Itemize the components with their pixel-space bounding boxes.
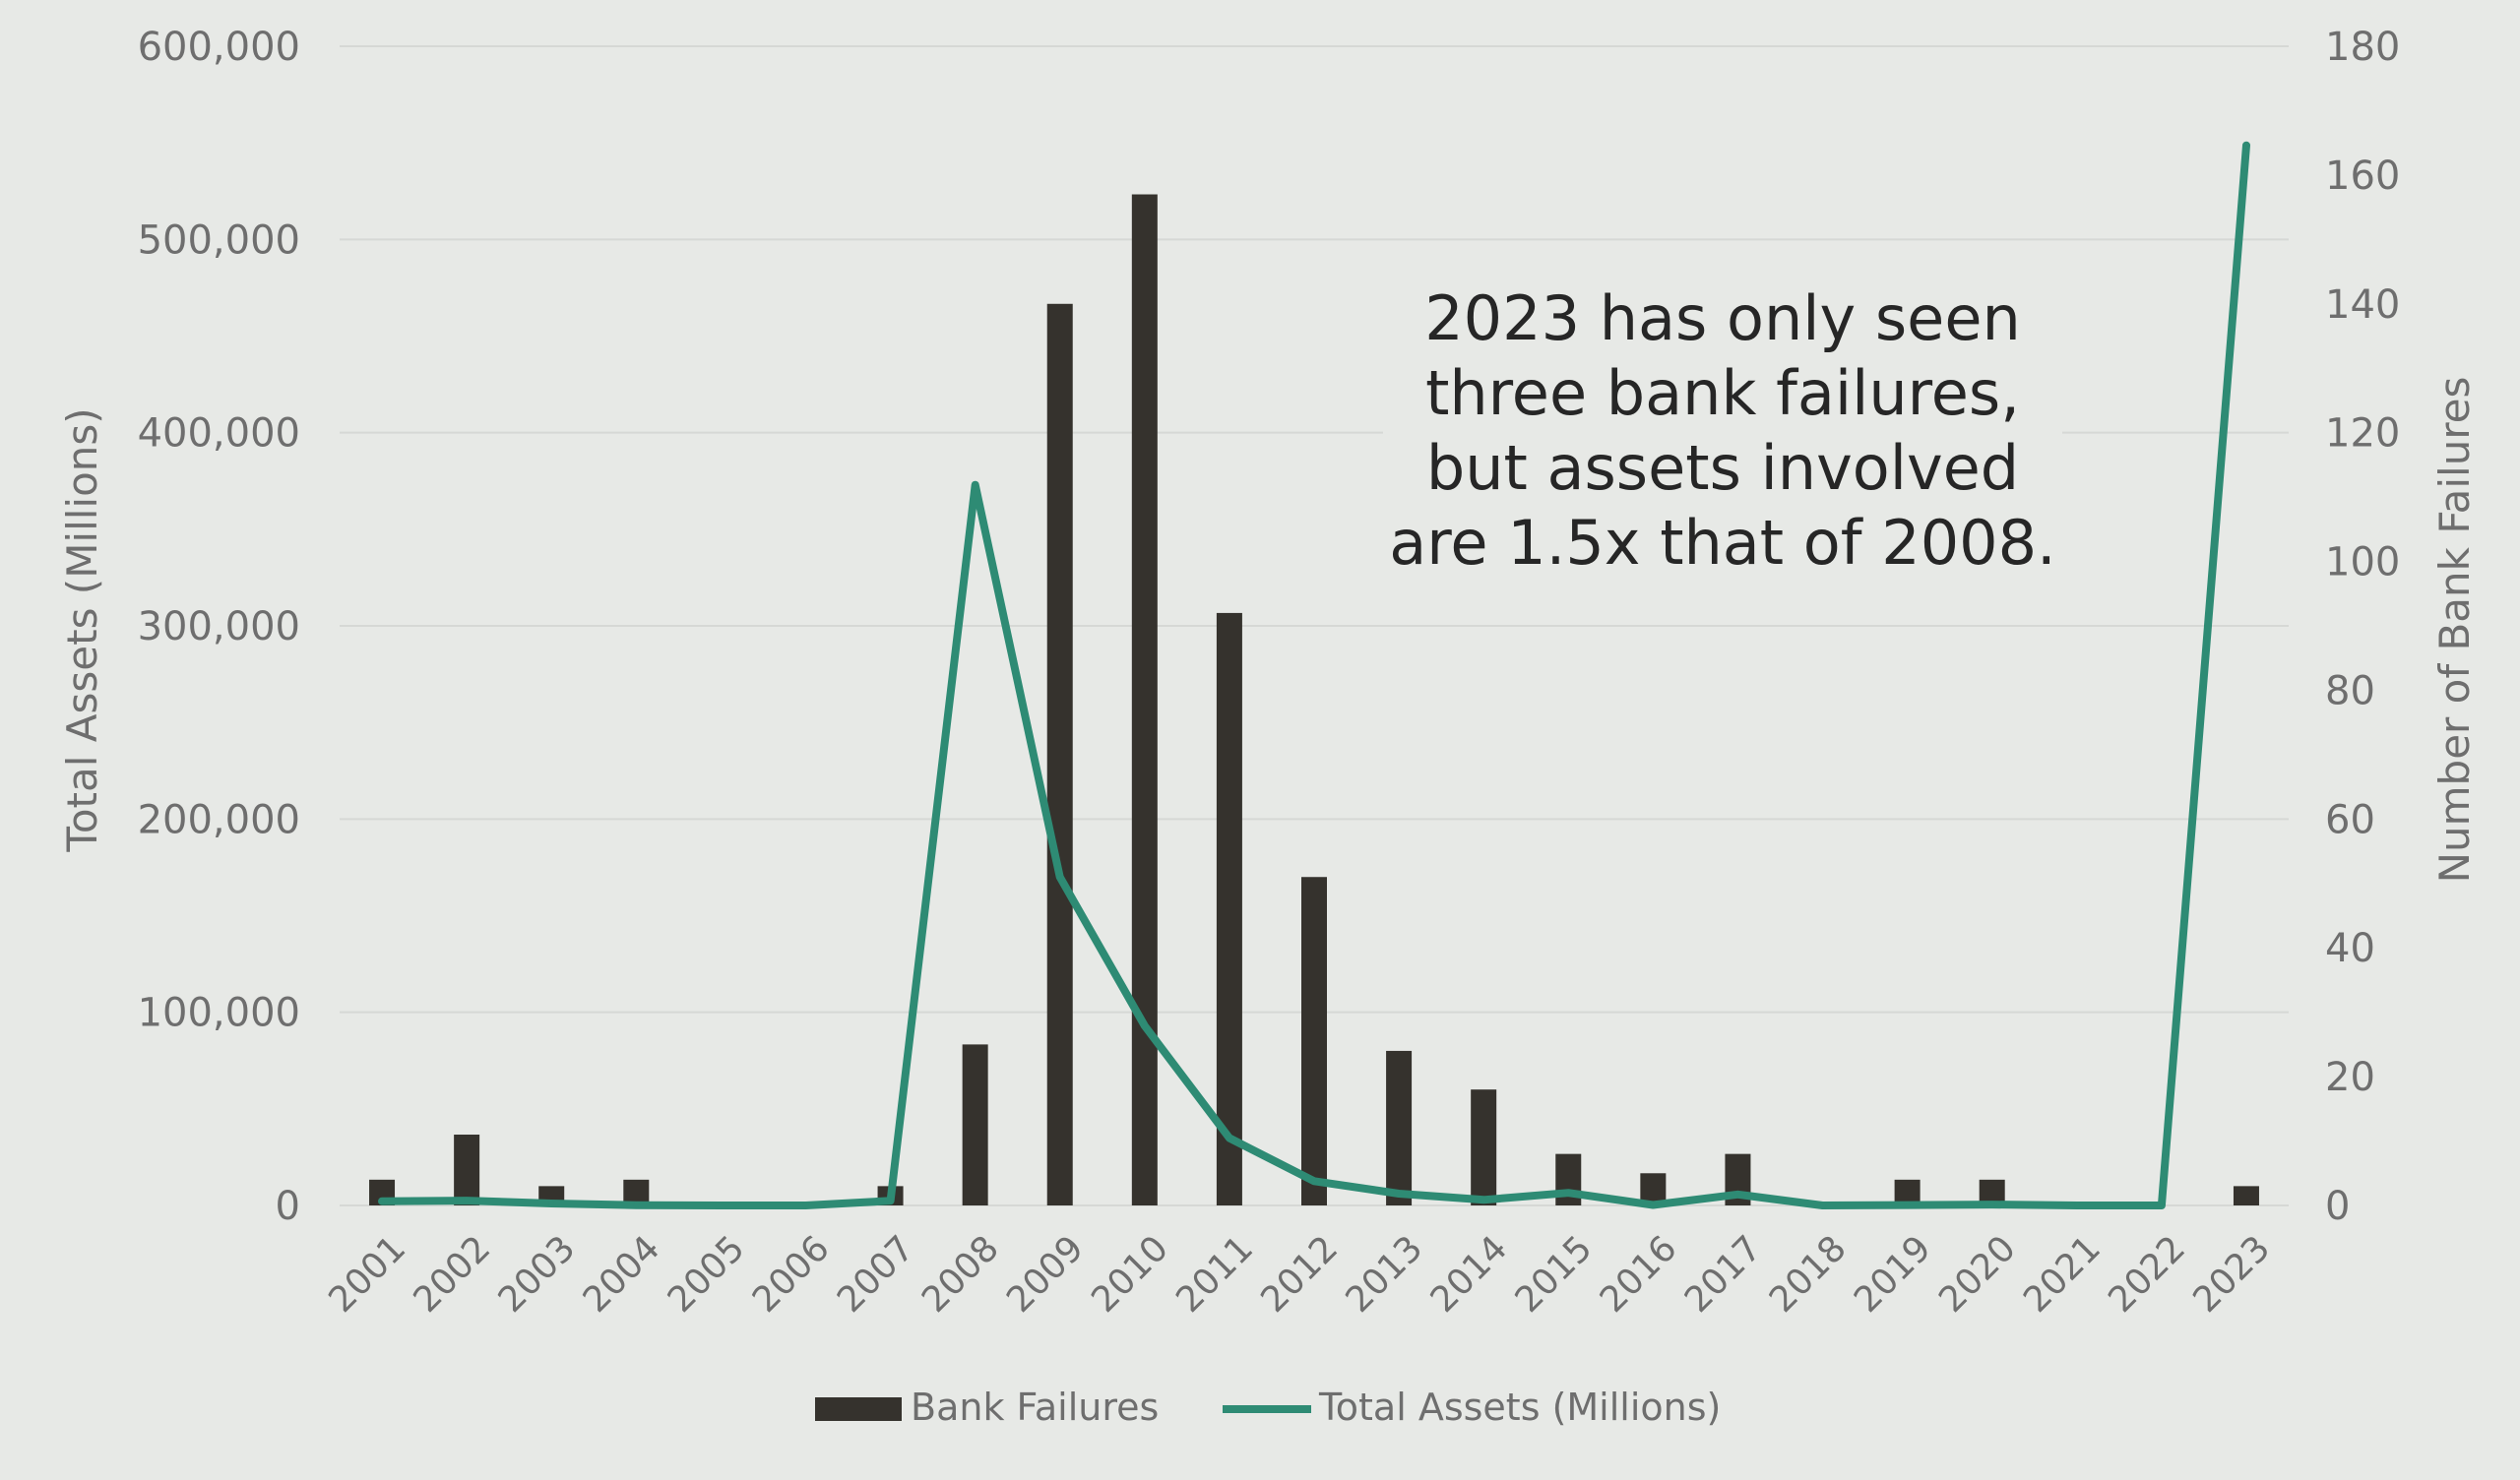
bar-series bbox=[369, 194, 2259, 1205]
x-tick-label: 2022 bbox=[2101, 1228, 2193, 1321]
right-tick-label: 60 bbox=[2325, 797, 2375, 842]
bar bbox=[1301, 877, 1327, 1205]
line-point bbox=[718, 1202, 724, 1208]
legend-line-label: Total Assets (Millions) bbox=[1318, 1386, 1721, 1429]
left-tick-label: 100,000 bbox=[138, 991, 300, 1036]
line-point bbox=[633, 1202, 640, 1208]
line-point bbox=[1734, 1191, 1741, 1198]
left-axis-title: Total Assets (Millions) bbox=[58, 407, 106, 852]
annotation: 2023 has only seen three bank failures, … bbox=[1383, 256, 2062, 581]
right-tick-label: 160 bbox=[2325, 154, 2400, 199]
x-tick-label: 2006 bbox=[745, 1228, 838, 1321]
line-point bbox=[1396, 1191, 1403, 1198]
x-tick-label: 2013 bbox=[1338, 1228, 1430, 1321]
line-point bbox=[1141, 1022, 1148, 1029]
bar bbox=[1046, 303, 1073, 1205]
line-point bbox=[1904, 1202, 1911, 1208]
x-tick-label: 2004 bbox=[576, 1228, 668, 1321]
x-tick-label: 2001 bbox=[321, 1228, 413, 1321]
line-point bbox=[464, 1198, 471, 1204]
right-tick-label: 140 bbox=[2325, 282, 2400, 328]
annotation-line: three bank failures, bbox=[1425, 357, 2020, 429]
x-tick-label: 2023 bbox=[2185, 1228, 2278, 1321]
left-axis-ticks: 0 100,000 200,000 300,000 400,000 500,000 600,… bbox=[138, 25, 300, 1229]
right-axis-ticks: 0 20 40 60 80 100 120 140 160 180 bbox=[2325, 25, 2400, 1229]
line-point bbox=[1480, 1197, 1487, 1203]
x-tick-label: 2015 bbox=[1508, 1228, 1601, 1321]
x-tick-label: 2008 bbox=[914, 1228, 1007, 1321]
line-series bbox=[378, 141, 2250, 1209]
x-tick-label: 2010 bbox=[1084, 1228, 1176, 1321]
annotation-line: 2023 has only seen bbox=[1424, 282, 2021, 354]
line-point bbox=[2073, 1202, 2080, 1208]
left-tick-label: 0 bbox=[276, 1184, 300, 1229]
line-point bbox=[972, 481, 978, 488]
annotation-background bbox=[1383, 256, 2062, 581]
right-axis-title: Number of Bank Failures bbox=[2430, 377, 2479, 884]
x-tick-label: 2019 bbox=[1847, 1228, 1939, 1321]
legend-bar-label: Bank Failures bbox=[911, 1386, 1159, 1429]
x-tick-label: 2003 bbox=[491, 1228, 584, 1321]
line-point bbox=[802, 1202, 809, 1208]
x-axis-ticks: 2001200220032004200520062007200820092010… bbox=[321, 1228, 2278, 1321]
x-tick-label: 2012 bbox=[1253, 1228, 1346, 1321]
line-point bbox=[1226, 1135, 1232, 1141]
right-tick-label: 20 bbox=[2325, 1055, 2375, 1100]
x-tick-label: 2005 bbox=[661, 1228, 753, 1321]
bar bbox=[1216, 612, 1242, 1205]
bar bbox=[454, 1135, 480, 1205]
line-point bbox=[1565, 1190, 1572, 1197]
legend: Bank Failures Total Assets (Millions) bbox=[815, 1386, 1721, 1429]
bar bbox=[2233, 1186, 2259, 1205]
x-tick-label: 2002 bbox=[407, 1228, 499, 1321]
gridlines bbox=[340, 45, 2289, 1206]
line-point bbox=[2242, 142, 2249, 149]
bar bbox=[1386, 1050, 1413, 1205]
bar bbox=[962, 1044, 988, 1205]
annotation-line: are 1.5x that of 2008. bbox=[1389, 507, 2056, 579]
x-tick-label: 2016 bbox=[1593, 1228, 1685, 1321]
legend-bar-swatch bbox=[815, 1397, 902, 1421]
line-point bbox=[887, 1198, 894, 1204]
right-tick-label: 120 bbox=[2325, 411, 2400, 457]
x-tick-label: 2009 bbox=[999, 1228, 1092, 1321]
right-tick-label: 0 bbox=[2325, 1184, 2350, 1229]
right-tick-label: 80 bbox=[2325, 668, 2375, 713]
x-tick-label: 2014 bbox=[1423, 1228, 1516, 1321]
bar bbox=[1471, 1089, 1497, 1205]
left-tick-label: 600,000 bbox=[138, 25, 300, 70]
line-point bbox=[1311, 1178, 1317, 1185]
left-tick-label: 500,000 bbox=[138, 217, 300, 263]
right-tick-label: 100 bbox=[2325, 540, 2400, 586]
x-tick-label: 2017 bbox=[1677, 1228, 1770, 1321]
line-point bbox=[2158, 1202, 2165, 1208]
left-tick-label: 400,000 bbox=[138, 411, 300, 457]
x-tick-label: 2007 bbox=[830, 1228, 922, 1321]
x-tick-label: 2020 bbox=[1931, 1228, 2024, 1321]
line-point bbox=[1988, 1202, 1995, 1208]
x-tick-label: 2018 bbox=[1762, 1228, 1855, 1321]
line-point bbox=[1056, 874, 1063, 881]
line-point bbox=[1819, 1202, 1826, 1208]
x-tick-label: 2021 bbox=[2016, 1228, 2109, 1321]
line-point bbox=[1650, 1202, 1657, 1208]
line-point bbox=[379, 1198, 386, 1204]
bar bbox=[1131, 194, 1158, 1205]
annotation-line: but assets involved bbox=[1426, 432, 2019, 504]
x-tick-label: 2011 bbox=[1168, 1228, 1261, 1321]
left-tick-label: 300,000 bbox=[138, 604, 300, 649]
left-tick-label: 200,000 bbox=[138, 797, 300, 842]
right-tick-label: 180 bbox=[2325, 25, 2400, 70]
line-point bbox=[548, 1201, 555, 1207]
right-tick-label: 40 bbox=[2325, 926, 2375, 971]
